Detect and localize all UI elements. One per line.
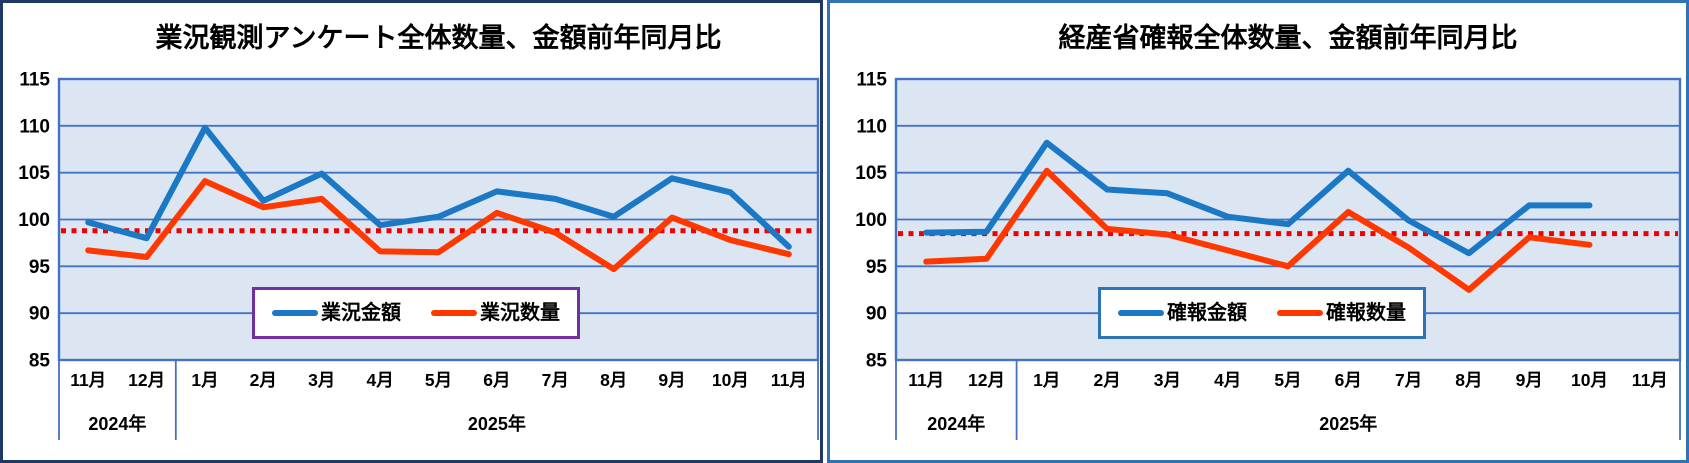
series-line-quantity [923, 167, 1593, 293]
month-label: 6月 [1335, 370, 1362, 390]
series-line-quantity [85, 178, 792, 273]
month-label: 1月 [1033, 370, 1060, 390]
month-label: 7月 [542, 370, 569, 390]
year-label: 2024年 [927, 413, 985, 434]
legend-label: 確報数量 [1326, 302, 1406, 324]
month-label: 11月 [1632, 370, 1668, 390]
legend-item-quantity: 確報数量 [1277, 303, 1406, 323]
legend-label: 業況金額 [321, 302, 401, 324]
legend-label: 業況数量 [480, 302, 560, 324]
month-label: 12月 [128, 370, 165, 390]
plot-border [894, 77, 1682, 362]
month-label: 8月 [1455, 370, 1482, 390]
plot-border [57, 77, 820, 362]
chart-legend: 確報金額 確報数量 [1098, 287, 1426, 339]
meti-chart-panel: 経産省確報全体数量、金額前年同月比 85 90 95 100 105 110 115 11月 1… [827, 0, 1689, 463]
y-axis-tick-label: 100 [855, 210, 887, 231]
year-label: 2025年 [468, 413, 526, 434]
month-label: 4月 [366, 370, 393, 390]
y-axis-tick-label: 115 [19, 70, 50, 91]
meti-line-chart: 85 90 95 100 105 110 115 11月 12月 1月 2月 3月 4月 5月 6月 7月 8月… [855, 70, 1682, 440]
y-axis-tick-label: 90 [29, 304, 50, 325]
month-label: 7月 [1395, 370, 1422, 390]
month-label: 9月 [1516, 370, 1543, 390]
month-label: 3月 [1154, 370, 1181, 390]
y-axis-tick-label: 105 [855, 163, 887, 184]
month-label: 2月 [1093, 370, 1120, 390]
month-label: 10月 [1571, 370, 1608, 390]
y-axis-tick-label: 85 [866, 351, 888, 372]
chart-title: 業況観測アンケート全体数量、金額前年同月比 [155, 23, 722, 53]
month-label: 10月 [712, 370, 749, 390]
y-axis-tick-label: 105 [18, 163, 50, 184]
legend-item-quantity: 業況数量 [431, 303, 560, 323]
month-label: 11月 [771, 370, 807, 390]
year-label: 2025年 [1319, 413, 1377, 434]
legend-line-swatch [431, 310, 477, 316]
month-label: 9月 [658, 370, 685, 390]
month-label: 3月 [308, 370, 335, 390]
month-label: 11月 [70, 370, 106, 390]
y-axis-tick-label: 115 [856, 70, 887, 91]
month-label: 2月 [250, 370, 277, 390]
month-label: 11月 [908, 370, 944, 390]
legend-label: 確報金額 [1167, 302, 1247, 324]
month-label: 8月 [600, 370, 627, 390]
legend-item-amount: 業況金額 [272, 303, 401, 323]
y-axis-tick-label: 95 [866, 257, 888, 278]
y-axis-tick-label: 100 [18, 210, 50, 231]
y-axis-tick-label: 110 [19, 116, 50, 137]
series-line-amount [923, 139, 1593, 257]
month-label: 5月 [425, 370, 452, 390]
y-axis-tick-label: 90 [866, 304, 887, 325]
survey-line-chart: 85 90 95 100 105 110 115 11月 12月 1月 2月 3月 4月 5月 6月 7月 8月… [18, 70, 820, 440]
chart-title: 経産省確報全体数量、金額前年同月比 [1058, 23, 1518, 53]
month-label: 4月 [1214, 370, 1241, 390]
legend-line-swatch [1118, 310, 1164, 316]
chart-legend: 業況金額 業況数量 [252, 287, 580, 339]
y-axis-tick-label: 110 [856, 116, 887, 137]
month-label: 12月 [968, 370, 1005, 390]
legend-line-swatch [272, 310, 318, 316]
y-axis-tick-label: 95 [29, 257, 51, 278]
month-label: 1月 [191, 370, 218, 390]
month-label: 6月 [483, 370, 510, 390]
month-label: 5月 [1274, 370, 1301, 390]
legend-item-amount: 確報金額 [1118, 303, 1247, 323]
survey-chart-panel: 業況観測アンケート全体数量、金額前年同月比 85 90 95 100 105 110 115… [0, 0, 823, 463]
legend-line-swatch [1277, 310, 1323, 316]
y-axis-tick-label: 85 [29, 351, 51, 372]
year-label: 2024年 [88, 413, 146, 434]
series-line-amount [85, 124, 792, 250]
